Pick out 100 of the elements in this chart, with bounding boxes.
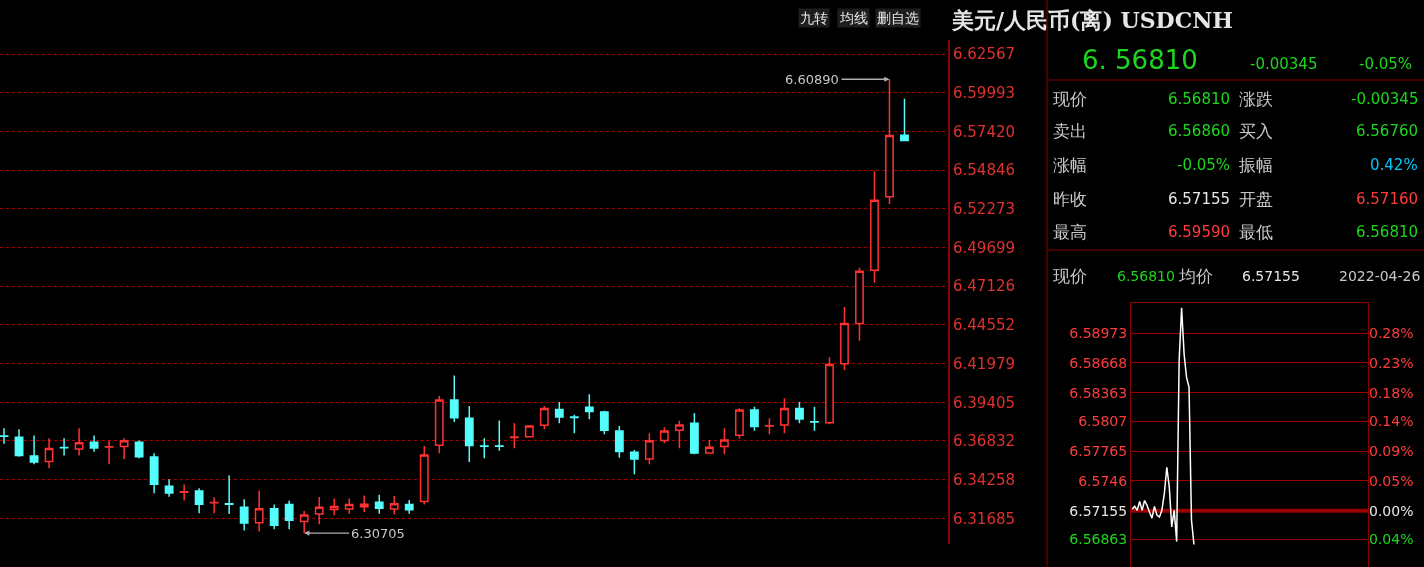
y-tick-label: 6.57765: [1069, 443, 1128, 460]
candlestick: [509, 422, 519, 449]
y2-tick-label: 0.04%: [1369, 531, 1414, 548]
y-tick-label: 6.59993: [953, 83, 1016, 102]
text: 开盘: [1239, 189, 1273, 209]
candlestick: [464, 405, 474, 463]
candlestick: [749, 406, 759, 432]
candlestick: [359, 494, 369, 513]
candlestick: [0, 427, 9, 445]
candlestick: [419, 445, 429, 506]
y-tick-label: 6.62567: [953, 45, 1016, 64]
y-tick-label: 6.31685: [953, 509, 1016, 528]
candlestick: [119, 437, 129, 460]
y-tick-label: 6.44552: [953, 316, 1016, 335]
candlestick: [449, 374, 459, 423]
candlestick: [840, 306, 849, 371]
candlestick: [14, 428, 24, 458]
candlestick: [554, 401, 564, 425]
text: 6.56810: [1168, 90, 1231, 108]
text: 6. 56810: [1082, 45, 1198, 75]
text: 6.56760: [1356, 122, 1419, 140]
candlestick: [599, 409, 609, 435]
candlestick: [314, 496, 324, 526]
text: 6.59590: [1168, 223, 1231, 241]
candlestick: [89, 434, 99, 453]
text: 振幅: [1239, 155, 1273, 175]
candlestick: [870, 170, 879, 284]
y2-tick-label: 0.18%: [1369, 384, 1414, 401]
text: 6.56810: [1356, 223, 1419, 241]
text: 6.57155: [1242, 268, 1300, 284]
candlestick: [389, 495, 399, 516]
candlestick: [284, 500, 294, 531]
text: 卖出: [1053, 121, 1087, 141]
y-tick-label: 6.41979: [953, 354, 1016, 373]
y2-tick-label: 0.14%: [1369, 413, 1414, 430]
candlestick: [134, 439, 144, 460]
candlestick: [689, 412, 699, 455]
y-tick-label: 6.5807: [1078, 413, 1128, 430]
candlestick: [674, 420, 684, 449]
text: -0.00345: [1351, 90, 1419, 108]
annotation: 6.30705: [351, 526, 405, 541]
text: 昨收: [1053, 189, 1087, 209]
candlestick: [539, 405, 549, 431]
candlestick: [704, 439, 714, 454]
y-tick-label: 6.47126: [953, 277, 1016, 296]
text: 6.57155: [1168, 190, 1231, 208]
y2-tick-label: 0.09%: [1369, 443, 1414, 460]
y-tick-label: 6.54846: [953, 161, 1016, 180]
text: 0.42%: [1370, 156, 1418, 174]
candlestick: [329, 497, 339, 516]
candlestick: [224, 474, 234, 515]
text: 美元/人民币(离) USDCNH: [951, 7, 1234, 33]
text: 现价: [1053, 89, 1087, 109]
text: 九转: [800, 10, 828, 26]
candlestick: [644, 432, 654, 466]
candlestick: [344, 497, 354, 515]
y-tick-label: 6.36832: [953, 432, 1016, 451]
candlestick: [209, 496, 219, 515]
candlestick: [584, 393, 594, 420]
candlestick: [149, 452, 159, 494]
candlestick: [194, 487, 204, 515]
candlestick: [59, 437, 69, 457]
candlestick: [164, 478, 174, 498]
text: 最高: [1053, 222, 1087, 242]
text: -0.05%: [1359, 55, 1413, 73]
candlestick: [29, 434, 39, 466]
line-series: [1131, 307, 1195, 546]
candlestick: [719, 427, 729, 455]
candlestick: [74, 427, 84, 457]
candlestick: [269, 503, 279, 531]
y-tick-label: 6.52273: [953, 200, 1016, 219]
y-tick-label: 6.57420: [953, 122, 1016, 141]
candlestick: [629, 449, 639, 475]
text: 最低: [1239, 222, 1273, 242]
text: 删自选: [877, 10, 919, 26]
text: 均线: [839, 10, 868, 26]
text: 2022-04-26: [1339, 268, 1421, 284]
text: 涨跌: [1239, 89, 1273, 109]
y2-tick-label: 0.23%: [1369, 354, 1414, 371]
y-tick-label: 6.39405: [953, 393, 1016, 412]
candlestick: [494, 419, 504, 452]
candlestick: [659, 426, 669, 445]
y-tick-label: 6.49699: [953, 238, 1016, 257]
text: 6.56860: [1168, 122, 1231, 140]
candlestick: [434, 395, 444, 454]
candlestick: [780, 397, 789, 434]
y-tick-label: 6.58363: [1069, 384, 1128, 401]
y-tick-label: 6.58668: [1069, 354, 1128, 371]
candlestick: [374, 494, 384, 515]
candlestick: [254, 489, 264, 533]
text: 6.57160: [1356, 190, 1419, 208]
text: -0.00345: [1250, 55, 1318, 73]
candlestick: [810, 406, 819, 432]
text: 涨幅: [1053, 155, 1087, 175]
y-tick-label: 6.57155: [1069, 502, 1128, 519]
candlestick: [404, 499, 414, 515]
y-tick-label: 6.34258: [953, 470, 1016, 489]
candlestick: [479, 437, 489, 460]
candlestick: [524, 424, 534, 438]
y-tick-label: 6.56863: [1069, 531, 1128, 548]
